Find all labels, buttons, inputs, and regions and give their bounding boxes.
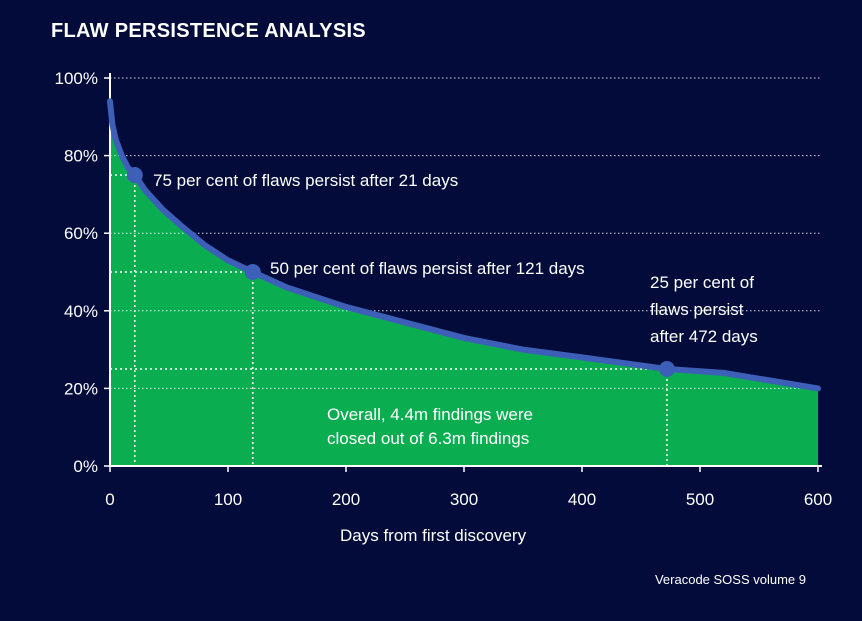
x-tick-label: 600 <box>804 490 832 509</box>
highlight-point-1 <box>126 167 143 183</box>
x-axis-label: Days from first discovery <box>340 526 527 545</box>
overall-annotation: Overall, 4.4m findings were closed out of… <box>327 405 533 448</box>
y-tick-label: 20% <box>64 379 98 398</box>
highlight-point-2 <box>244 264 261 280</box>
highlight-point-3 <box>658 361 675 377</box>
point-annotation-3: 25 per cent of flaws persist after 472 day… <box>650 273 758 346</box>
x-tick-label: 100 <box>214 490 242 509</box>
x-tick-label: 0 <box>105 490 114 509</box>
chart-title: FLAW PERSISTENCE ANALYSIS <box>51 20 366 42</box>
x-tick-label: 300 <box>450 490 478 509</box>
y-tick-label: 100% <box>55 69 98 88</box>
x-tick-label: 400 <box>568 490 596 509</box>
y-tick-label: 80% <box>64 147 98 166</box>
x-tick-label: 200 <box>332 490 360 509</box>
point-annotation-2: 50 per cent of flaws persist after 121 d… <box>270 259 585 278</box>
area-fill <box>110 101 818 466</box>
y-tick-label: 60% <box>64 224 98 243</box>
y-tick-label: 40% <box>64 302 98 321</box>
point-annotation-1: 75 per cent of flaws persist after 21 da… <box>153 171 458 190</box>
series-line <box>107 98 821 392</box>
source-credit: Veracode SOSS volume 9 <box>654 572 806 587</box>
y-tick-label: 0% <box>73 457 98 476</box>
x-tick-label: 500 <box>686 490 714 509</box>
